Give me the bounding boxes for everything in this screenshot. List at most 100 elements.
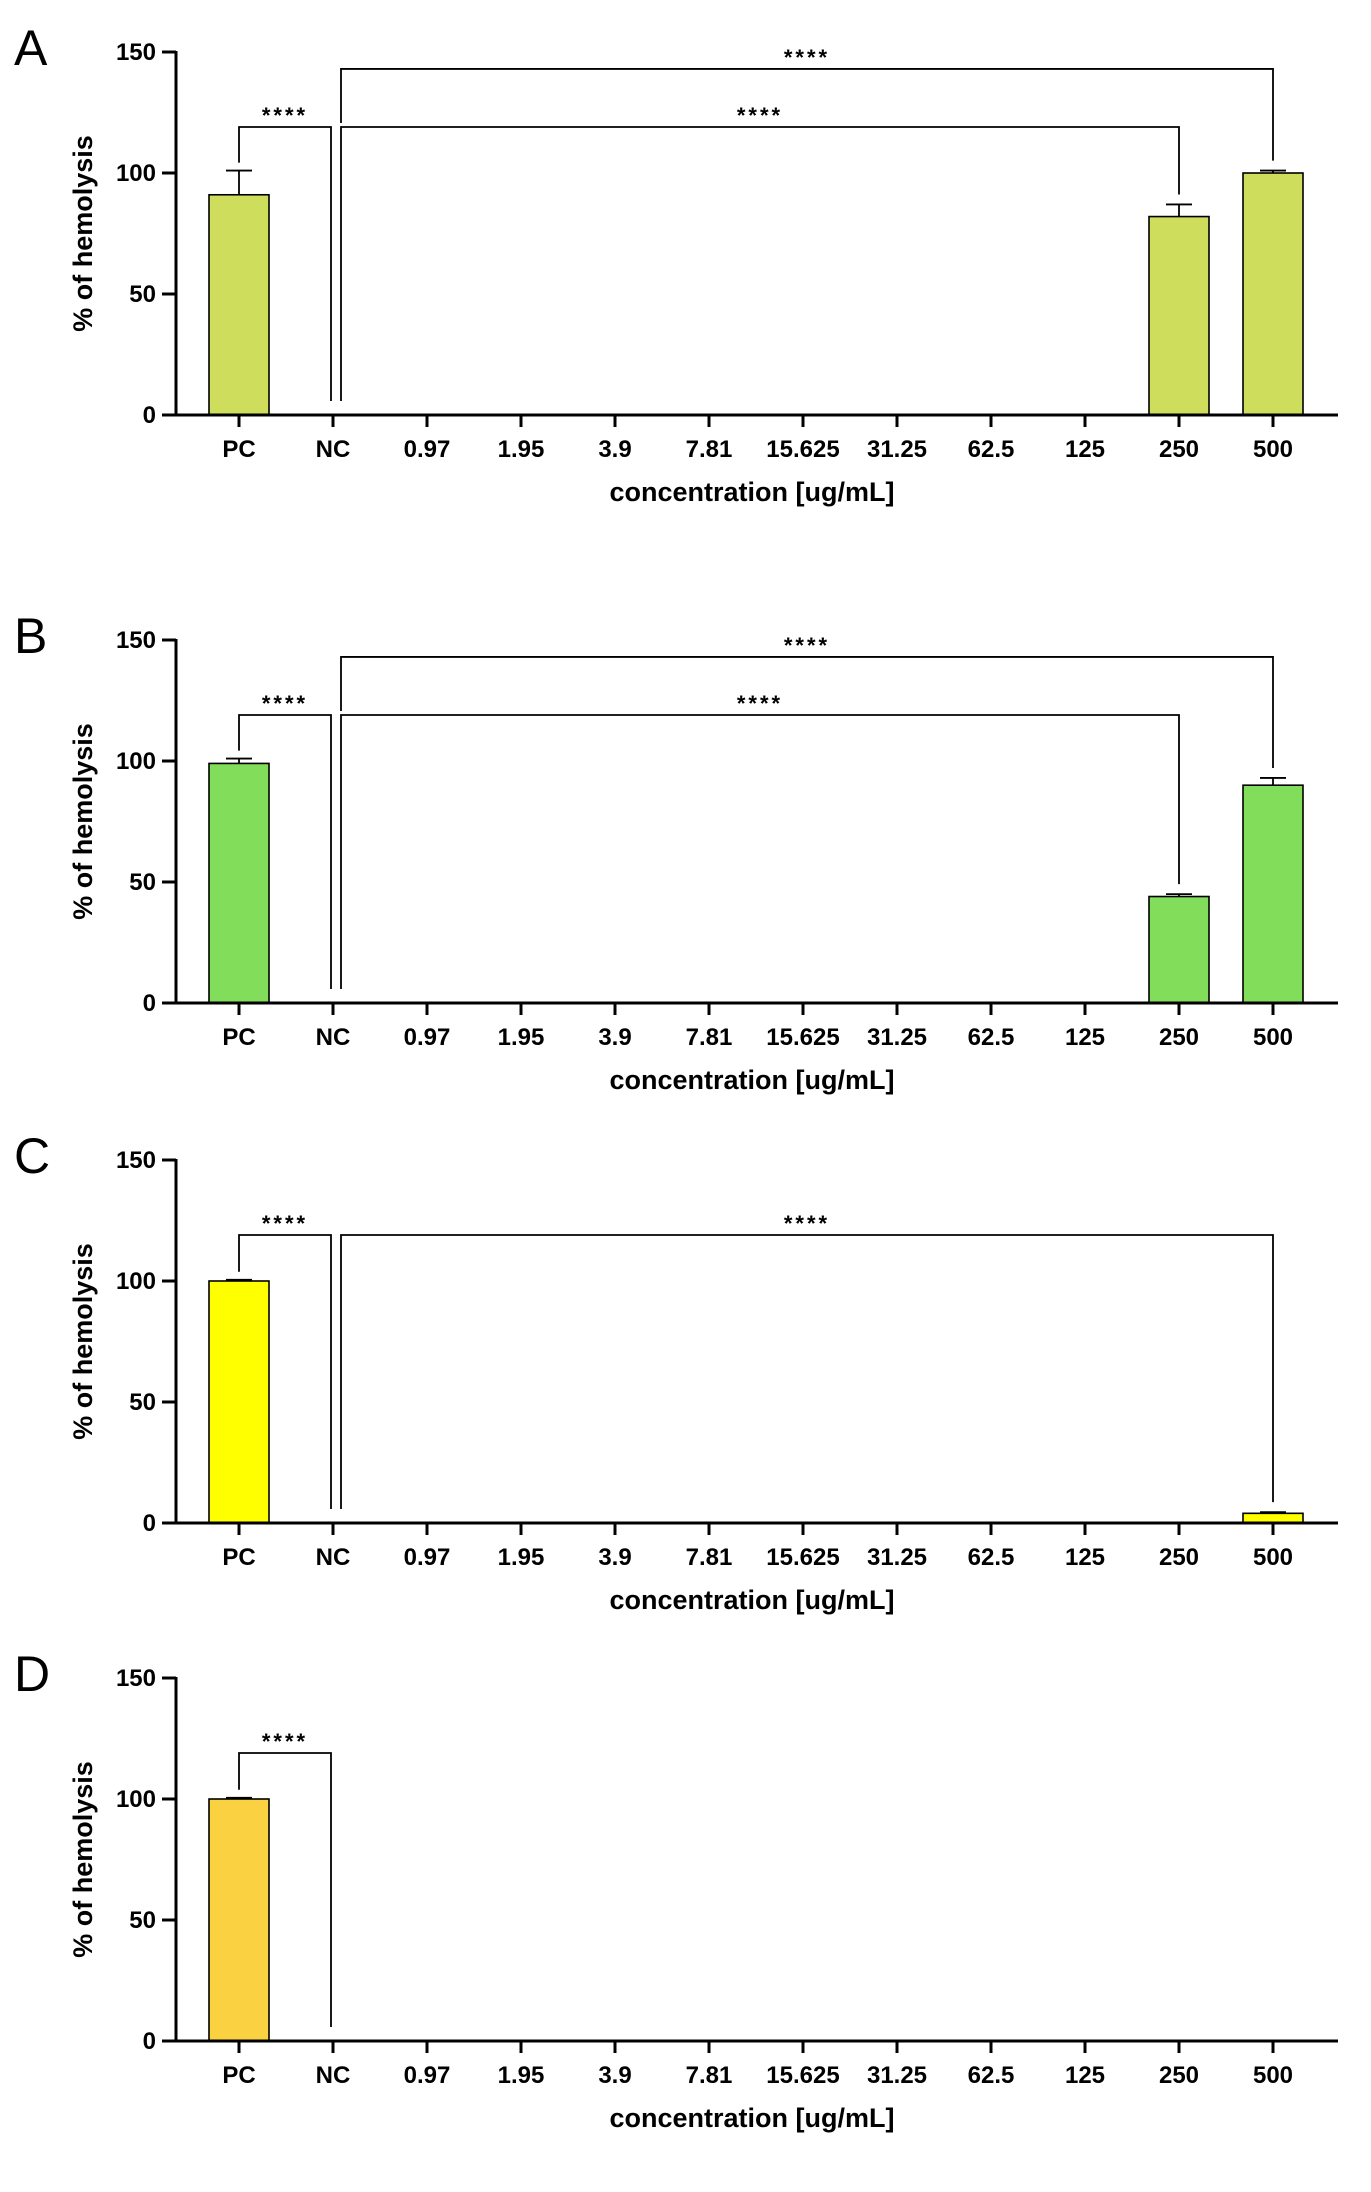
bar bbox=[1148, 895, 1210, 1004]
x-tick-label: 62.5 bbox=[968, 1024, 1015, 1051]
y-tick-label: 100 bbox=[116, 1268, 156, 1295]
significance-label: **** bbox=[737, 103, 783, 128]
x-tick-label: 15.625 bbox=[766, 1544, 839, 1571]
x-tick-label: PC bbox=[222, 2062, 255, 2089]
bar bbox=[208, 762, 270, 1004]
y-tick-label: 0 bbox=[143, 1510, 156, 1537]
x-tick-label: 62.5 bbox=[968, 2062, 1015, 2089]
x-tick-label: NC bbox=[316, 2062, 351, 2089]
significance-label: **** bbox=[784, 633, 830, 658]
x-tick-label: 62.5 bbox=[968, 1544, 1015, 1571]
y-tick-label: 50 bbox=[129, 1907, 156, 1934]
x-tick-label: 7.81 bbox=[686, 1024, 733, 1051]
x-tick-label: NC bbox=[316, 1024, 351, 1051]
x-tick-label: 125 bbox=[1065, 1024, 1105, 1051]
x-tick-label: 0.97 bbox=[404, 1024, 451, 1051]
y-tick-label: 100 bbox=[116, 160, 156, 187]
x-tick-label: 15.625 bbox=[766, 436, 839, 463]
significance-bracket bbox=[238, 126, 332, 401]
chart-panel-c: C 0 50 100 150 PC NC 0.97 1.95 3.9 7.81 15.625 31.25… bbox=[14, 1128, 1338, 1615]
significance-label: **** bbox=[262, 1729, 308, 1754]
x-tick-label: PC bbox=[222, 1544, 255, 1571]
x-tick-label: 500 bbox=[1253, 1544, 1293, 1571]
y-tick-label: 150 bbox=[116, 1665, 156, 1692]
x-tick-label: 15.625 bbox=[766, 1024, 839, 1051]
x-tick-label: 1.95 bbox=[498, 1024, 545, 1051]
y-tick-label: 100 bbox=[116, 748, 156, 775]
significance-label: **** bbox=[784, 45, 830, 70]
x-tick-label: 250 bbox=[1159, 1544, 1199, 1571]
x-tick-label: 3.9 bbox=[598, 1544, 631, 1571]
x-tick-label: 7.81 bbox=[686, 2062, 733, 2089]
x-tick-label: 31.25 bbox=[867, 1024, 927, 1051]
y-tick-label: 150 bbox=[116, 627, 156, 654]
x-tick-label: PC bbox=[222, 436, 255, 463]
y-axis-title: % of hemolysis bbox=[68, 723, 98, 920]
y-tick-label: 150 bbox=[116, 39, 156, 66]
y-tick-label: 0 bbox=[143, 2028, 156, 2055]
y-axis-title: % of hemolysis bbox=[68, 1243, 98, 1440]
significance-label: **** bbox=[262, 103, 308, 128]
significance-bracket bbox=[238, 714, 332, 989]
significance-label: **** bbox=[784, 1211, 830, 1236]
x-tick-label: 125 bbox=[1065, 436, 1105, 463]
x-axis-title: concentration [ug/mL] bbox=[610, 1065, 895, 1095]
x-tick-label: 62.5 bbox=[968, 436, 1015, 463]
chart-panel-d: D 0 50 100 150 PC NC 0.97 1.95 3.9 7.81 15.625 31.25… bbox=[14, 1646, 1338, 2133]
x-tick-label: 0.97 bbox=[404, 1544, 451, 1571]
y-tick-label: 50 bbox=[129, 281, 156, 308]
x-tick-label: 500 bbox=[1253, 2062, 1293, 2089]
x-tick-label: 3.9 bbox=[598, 436, 631, 463]
significance-label: **** bbox=[262, 1211, 308, 1236]
significance-label: **** bbox=[262, 691, 308, 716]
x-tick-label: NC bbox=[316, 436, 351, 463]
y-tick-label: 100 bbox=[116, 1786, 156, 1813]
x-tick-label: 3.9 bbox=[598, 1024, 631, 1051]
x-tick-label: 31.25 bbox=[867, 1544, 927, 1571]
significance-bracket bbox=[238, 1752, 332, 2027]
bar bbox=[1148, 215, 1210, 416]
x-axis-title: concentration [ug/mL] bbox=[610, 2103, 895, 2133]
bar bbox=[1242, 784, 1304, 1004]
panel-label: D bbox=[14, 1646, 50, 1702]
x-tick-label: 31.25 bbox=[867, 2062, 927, 2089]
x-tick-label: 1.95 bbox=[498, 436, 545, 463]
x-tick-label: 500 bbox=[1253, 1024, 1293, 1051]
significance-bracket bbox=[340, 1234, 1274, 1509]
y-tick-label: 0 bbox=[143, 402, 156, 429]
x-tick-label: NC bbox=[316, 1544, 351, 1571]
x-tick-label: 3.9 bbox=[598, 2062, 631, 2089]
chart-panel-b: B 0 50 100 150 PC NC 0.97 1.95 3.9 7.81 15.625 31.25… bbox=[14, 608, 1338, 1095]
x-axis-title: concentration [ug/mL] bbox=[610, 1585, 895, 1615]
x-tick-label: 0.97 bbox=[404, 436, 451, 463]
panel-label: B bbox=[14, 608, 47, 664]
x-tick-label: 31.25 bbox=[867, 436, 927, 463]
x-tick-label: 1.95 bbox=[498, 2062, 545, 2089]
x-tick-label: PC bbox=[222, 1024, 255, 1051]
x-tick-label: 250 bbox=[1159, 436, 1199, 463]
panel-label: C bbox=[14, 1128, 50, 1184]
x-tick-label: 125 bbox=[1065, 1544, 1105, 1571]
x-tick-label: 500 bbox=[1253, 436, 1293, 463]
x-tick-label: 7.81 bbox=[686, 436, 733, 463]
y-tick-label: 0 bbox=[143, 990, 156, 1017]
significance-bracket bbox=[340, 714, 1180, 989]
significance-bracket bbox=[340, 656, 1274, 768]
bar bbox=[208, 1280, 270, 1524]
x-tick-label: 250 bbox=[1159, 1024, 1199, 1051]
significance-bracket bbox=[340, 68, 1274, 161]
y-axis-title: % of hemolysis bbox=[68, 1761, 98, 1958]
bar bbox=[208, 1798, 270, 2042]
x-tick-label: 250 bbox=[1159, 2062, 1199, 2089]
bar bbox=[208, 193, 270, 416]
x-axis-title: concentration [ug/mL] bbox=[610, 477, 895, 507]
y-tick-label: 50 bbox=[129, 1389, 156, 1416]
x-tick-label: 125 bbox=[1065, 2062, 1105, 2089]
significance-label: **** bbox=[737, 691, 783, 716]
x-tick-label: 15.625 bbox=[766, 2062, 839, 2089]
x-tick-label: 1.95 bbox=[498, 1544, 545, 1571]
significance-bracket bbox=[340, 126, 1180, 401]
y-tick-label: 50 bbox=[129, 869, 156, 896]
